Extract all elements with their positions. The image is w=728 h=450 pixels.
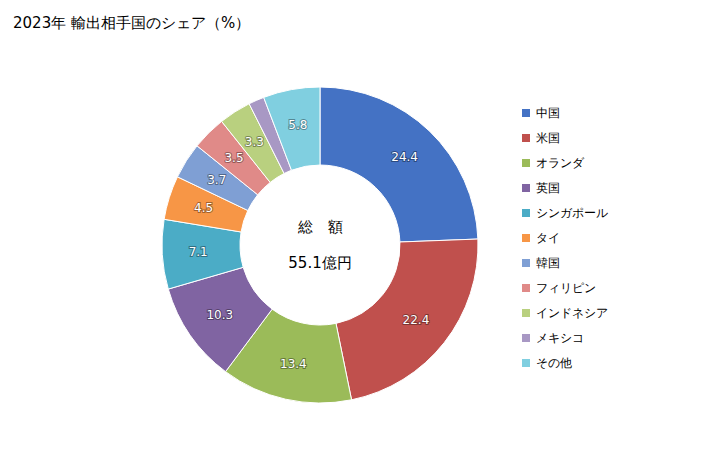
svg-text:7.1: 7.1 xyxy=(189,245,208,259)
svg-text:フィリピン: フィリピン xyxy=(536,281,596,295)
svg-text:オランダ: オランダ xyxy=(536,156,585,170)
svg-text:韓国: 韓国 xyxy=(536,256,560,270)
svg-text:英国: 英国 xyxy=(536,181,560,195)
svg-text:3.7: 3.7 xyxy=(207,173,226,187)
svg-text:米国: 米国 xyxy=(536,131,560,145)
svg-text:3.3: 3.3 xyxy=(245,135,264,149)
svg-text:総 額: 総 額 xyxy=(297,218,343,236)
svg-text:5.8: 5.8 xyxy=(288,118,307,132)
svg-text:中国: 中国 xyxy=(536,106,560,120)
svg-text:13.4: 13.4 xyxy=(280,357,307,371)
svg-text:その他: その他 xyxy=(536,356,572,370)
svg-text:22.4: 22.4 xyxy=(403,313,430,327)
svg-text:10.3: 10.3 xyxy=(206,308,233,322)
svg-text:2023年 輸出相手国のシェア（%）: 2023年 輸出相手国のシェア（%） xyxy=(13,14,250,32)
svg-text:3.5: 3.5 xyxy=(224,151,243,165)
svg-text:55.1億円: 55.1億円 xyxy=(288,254,351,272)
svg-text:24.4: 24.4 xyxy=(391,150,418,164)
svg-text:4.5: 4.5 xyxy=(194,201,213,215)
svg-text:インドネシア: インドネシア xyxy=(536,306,608,320)
svg-text:タイ: タイ xyxy=(536,231,560,245)
svg-text:シンガポール: シンガポール xyxy=(536,206,608,220)
svg-text:メキシコ: メキシコ xyxy=(536,331,584,345)
